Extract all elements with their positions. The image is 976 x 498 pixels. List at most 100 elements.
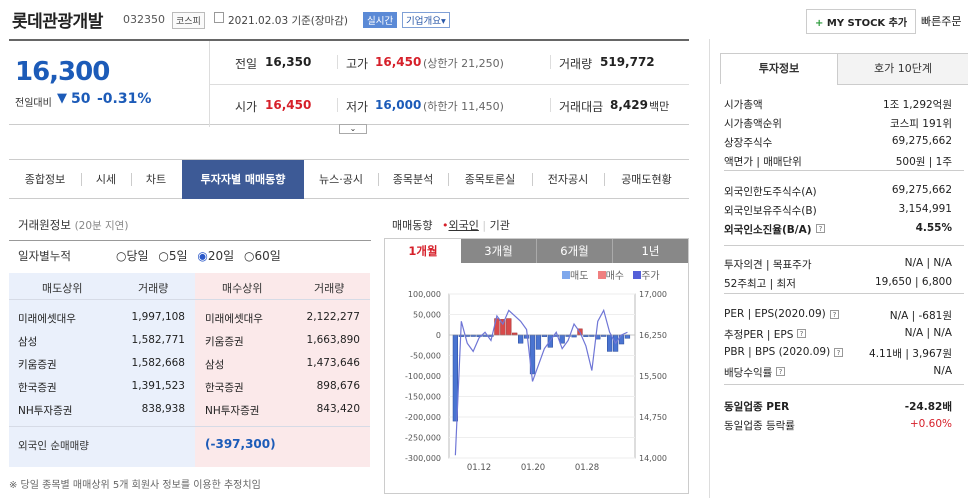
tab-1m[interactable]: 1개월 xyxy=(385,239,461,263)
sell-bar xyxy=(624,334,631,339)
quick-order-link[interactable]: 빠른주문 xyxy=(921,15,962,28)
tab-price[interactable]: 시세 xyxy=(95,173,117,186)
left-tick-label: -250,000 xyxy=(405,434,441,443)
radio-5d[interactable]: ○5일 xyxy=(158,249,188,263)
tab-6m[interactable]: 6개월 xyxy=(537,239,613,263)
footnote: ※ 당일 종목별 매매상위 5개 회원사 정보를 이용한 추정치임 xyxy=(9,480,261,491)
right-tick-label: 14,000 xyxy=(639,454,667,463)
main-tabs: 종합정보 시세 차트 투자자별 매매동향 뉴스·공시 종목분석 종목토론실 전자… xyxy=(9,159,689,199)
chart-legend: 매도 매수 주가 xyxy=(562,267,660,282)
amount-value: 8,429 xyxy=(610,98,648,112)
overview-button[interactable]: 기업개요▾ xyxy=(402,12,450,28)
buy-bar xyxy=(512,332,518,336)
tab-discussion[interactable]: 종목토론실 xyxy=(464,173,516,186)
invest-label: 외국인한도주식수(A) xyxy=(724,186,817,198)
price-line xyxy=(454,308,628,456)
invest-label: 상장주식수 xyxy=(724,137,773,149)
help-icon[interactable]: ? xyxy=(816,224,825,233)
mystock-add-button[interactable]: + MY STOCK 추가 xyxy=(806,9,917,34)
volume-label: 거래량 xyxy=(559,57,593,71)
invest-label: 액면가 | 매매단위 xyxy=(724,156,802,168)
seller-name: 미래에셋대우 xyxy=(18,313,76,325)
invest-value: 69,275,662 xyxy=(891,184,952,196)
legend-price: 주가 xyxy=(641,271,660,282)
chevron-down-icon: ▾ xyxy=(440,16,446,27)
tab-chart[interactable]: 차트 xyxy=(145,173,167,186)
tab-short-selling[interactable]: 공매도현황 xyxy=(621,173,672,186)
invest-row: 52주최고 | 최저 19,650 | 6,800 xyxy=(724,276,952,294)
divider xyxy=(604,173,605,186)
divider xyxy=(724,384,964,385)
sell-volume-header: 거래량 xyxy=(138,282,169,295)
sell-bar xyxy=(535,334,542,350)
invest-value: 500원 | 1주 xyxy=(895,156,952,168)
tab-1y[interactable]: 1년 xyxy=(641,244,660,258)
realtime-badge[interactable]: 실시간 xyxy=(363,12,398,28)
help-icon[interactable]: ? xyxy=(830,310,839,319)
trend-org-link[interactable]: 기관 xyxy=(489,219,510,232)
help-icon[interactable]: ? xyxy=(797,329,806,338)
left-tick-label: -200,000 xyxy=(405,413,441,422)
change-down-icon: ▼ xyxy=(57,91,67,106)
invest-label: 투자의견 | 목표주가 xyxy=(724,259,812,271)
expand-toggle[interactable]: ⌄ xyxy=(339,124,367,134)
invest-label: 외국인보유주식수(B) xyxy=(724,205,817,217)
invest-row: 외국인보유주식수(B) 3,154,991 xyxy=(724,203,952,221)
tab-3m[interactable]: 3개월 xyxy=(461,239,537,263)
invest-label: 추정PER | EPS xyxy=(724,329,794,341)
left-tick-label: -150,000 xyxy=(405,393,441,402)
invest-value: N/A | -681원 xyxy=(889,310,952,322)
invest-label: 동일업종 등락률 xyxy=(724,420,795,432)
radio-today[interactable]: ○당일 xyxy=(116,249,149,263)
lower-limit: (하한가 11,450) xyxy=(423,100,504,113)
seller-volume: 1,582,668 xyxy=(131,357,185,369)
seller-volume: 1,582,771 xyxy=(131,334,185,346)
invest-value: 1조 1,292억원 xyxy=(882,99,952,111)
buy-volume-header: 거래량 xyxy=(314,282,345,295)
invest-row: 추정PER | EPS N/A | N/A? xyxy=(724,327,952,345)
open-label: 시가 xyxy=(235,100,258,114)
sell-bar xyxy=(559,334,565,344)
invest-panel: 투자정보 호가 10단계 시가총액 1조 1,292억원 시가총액순위 코스피 191… xyxy=(709,39,976,498)
base-date: 2021.02.03 기준(장마감) xyxy=(228,15,348,27)
left-tick-label: -100,000 xyxy=(405,372,441,381)
tab-orderbook[interactable]: 호가 10단계 xyxy=(837,54,968,85)
radio-20d[interactable]: ◉20일 xyxy=(197,249,235,263)
sell-header: 매도상위 xyxy=(42,282,83,295)
invest-row: 액면가 | 매매단위 500원 | 1주 xyxy=(724,154,952,172)
invest-tab-bar: 투자정보 호가 10단계 xyxy=(720,53,968,85)
radio-60d[interactable]: ○60일 xyxy=(244,249,281,263)
right-tick-label: 16,250 xyxy=(639,331,667,340)
buyer-volume: 898,676 xyxy=(316,380,360,392)
sell-bar xyxy=(571,334,577,338)
trend-chart-box xyxy=(384,238,689,494)
tab-summary[interactable]: 종합정보 xyxy=(24,173,66,186)
seller-name: 삼성 xyxy=(18,336,38,348)
divider xyxy=(81,173,82,186)
left-tick-label: 100,000 xyxy=(408,290,441,299)
tab-disclosure[interactable]: 전자공시 xyxy=(547,173,589,186)
invest-row: 투자의견 | 목표주가 N/A | N/A xyxy=(724,257,952,275)
change-label: 전일대비 xyxy=(15,98,52,109)
invest-label: 동일업종 PER xyxy=(724,401,790,413)
help-icon[interactable]: ? xyxy=(834,348,843,357)
invest-row: 배당수익률 N/A? xyxy=(724,365,952,383)
left-tick-label: 0 xyxy=(436,331,441,340)
divider xyxy=(448,173,449,186)
period-label: 일자별누적 xyxy=(18,249,71,263)
trend-foreign-link[interactable]: 외국인 xyxy=(448,219,479,232)
right-tick-label: 14,750 xyxy=(639,413,667,422)
help-icon[interactable]: ? xyxy=(776,367,785,376)
invest-value: N/A | N/A xyxy=(904,327,952,339)
right-tick-label: 15,500 xyxy=(639,372,667,381)
tab-invest-info[interactable]: 투자정보 xyxy=(721,54,837,85)
sell-bar xyxy=(523,334,530,339)
tab-news[interactable]: 뉴스·공시 xyxy=(319,173,363,186)
sell-panel xyxy=(9,273,195,467)
tab-investor-trend[interactable]: 투자자별 매매동향 xyxy=(182,160,304,199)
invest-value: N/A xyxy=(933,365,952,377)
tab-analysis[interactable]: 종목분석 xyxy=(392,173,434,186)
seller-volume: 838,938 xyxy=(141,403,185,415)
plus-icon: + xyxy=(815,18,824,29)
foreign-net-value: (-397,300) xyxy=(205,437,276,451)
